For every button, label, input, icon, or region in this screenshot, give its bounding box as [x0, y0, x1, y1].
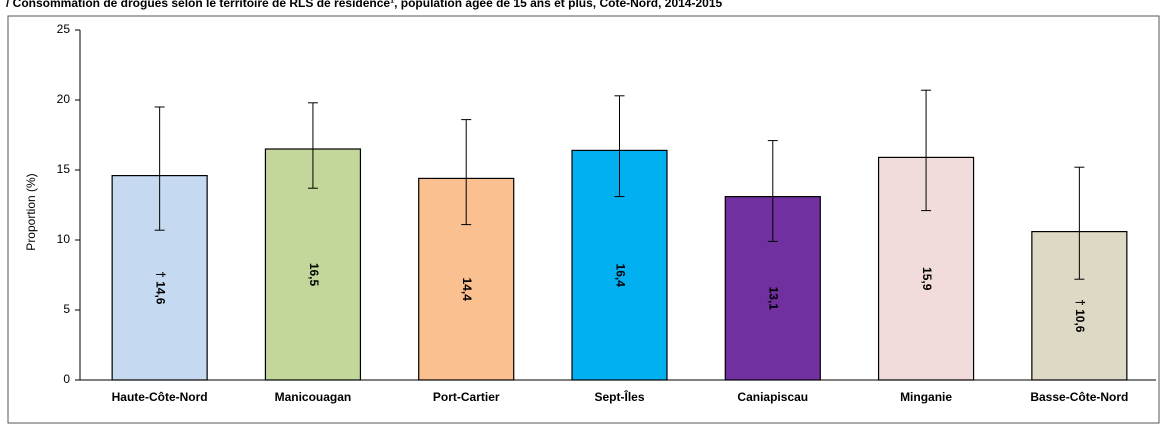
- y-tick-label: 25: [57, 22, 71, 36]
- x-tick-label: Haute-Côte-Nord: [112, 390, 208, 404]
- data-label: 13,1: [767, 287, 781, 311]
- data-label: 16,5: [307, 263, 321, 287]
- data-label: † 10,6: [1073, 299, 1087, 333]
- x-tick-label: Caniapiscau: [737, 390, 808, 404]
- data-label: 15,9: [920, 267, 934, 291]
- data-label: † 14,6: [153, 271, 167, 305]
- y-tick-label: 20: [57, 92, 71, 106]
- x-tick-label: Manicouagan: [275, 390, 352, 404]
- y-tick-label: 5: [63, 302, 70, 316]
- y-tick-label: 10: [57, 232, 71, 246]
- chart-title: / Consommation de drogues selon le terri…: [6, 0, 723, 10]
- x-tick-label: Sept-Îles: [594, 389, 644, 404]
- data-label: 16,4: [613, 264, 627, 288]
- y-axis-label: Proportion (%): [24, 173, 38, 250]
- x-tick-label: Port-Cartier: [433, 390, 500, 404]
- y-tick-label: 0: [63, 372, 70, 386]
- y-tick-label: 15: [57, 162, 71, 176]
- x-tick-label: Minganie: [900, 390, 952, 404]
- x-tick-label: Basse-Côte-Nord: [1030, 390, 1128, 404]
- data-label: 14,4: [460, 278, 474, 302]
